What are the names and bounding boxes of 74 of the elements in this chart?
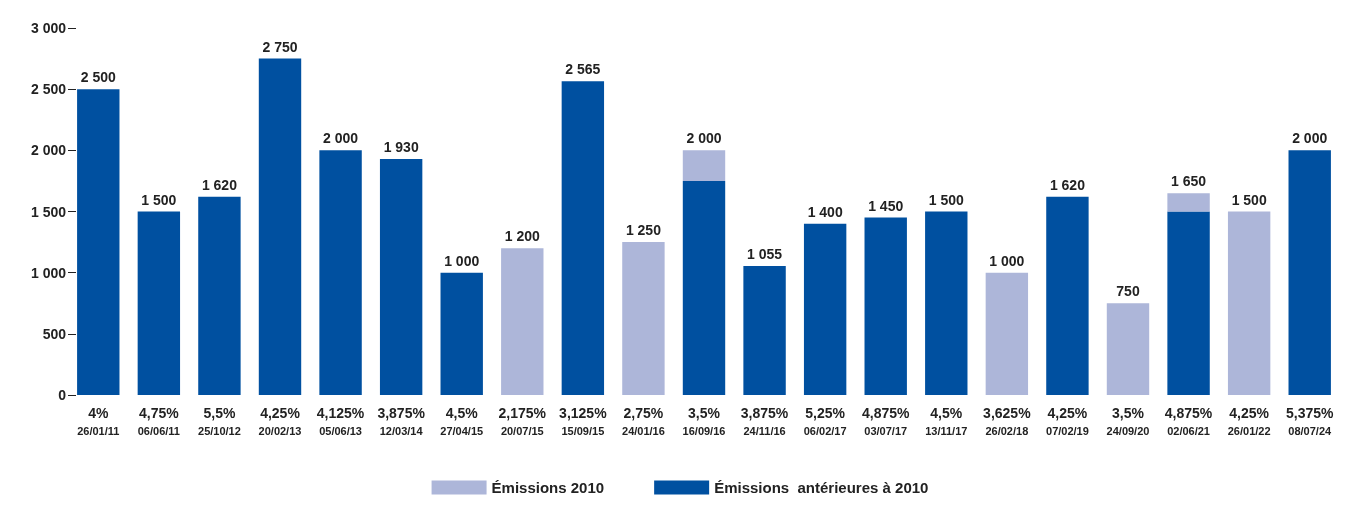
total-label: 2 000	[1292, 130, 1328, 147]
x-tick-label: 5,5% 25/10/12	[198, 405, 241, 437]
total-label: 1 400	[807, 203, 843, 220]
y-tick-label: 2 000	[30, 142, 67, 159]
x-tick-label: 3,125% 15/09/15	[559, 405, 608, 437]
bar	[925, 211, 968, 395]
y-tick-label: 0	[58, 387, 67, 403]
bar	[77, 89, 120, 395]
bar	[1227, 211, 1271, 395]
bar	[682, 180, 726, 395]
x-tick-label: 3,625% 26/02/18	[983, 405, 1032, 437]
total-label: 1 450	[868, 197, 904, 214]
total-label: 1 055	[747, 245, 783, 262]
bar	[501, 248, 544, 395]
bar	[198, 196, 241, 395]
x-tick-label: 5,375% 08/07/24	[1285, 405, 1335, 437]
x-tick-label: 4,25% 26/01/22	[1227, 405, 1271, 437]
x-tick-label: 4,75% 06/06/11	[137, 405, 180, 437]
bar	[258, 58, 302, 395]
x-tick-label: 3,5% 16/09/16	[682, 405, 726, 437]
y-tick-label: 3 000	[30, 20, 67, 36]
x-tick-label: 4,875% 02/06/21	[1164, 405, 1213, 437]
total-label: 1 620	[201, 176, 238, 193]
bar	[682, 150, 726, 181]
x-tick-label: 4,25% 20/02/13	[258, 405, 302, 437]
total-label: 2 565	[565, 61, 601, 78]
total-label: 1 930	[383, 138, 419, 155]
total-label: 1 500	[141, 191, 177, 208]
bar	[743, 265, 786, 395]
x-tick-label: 2,175% 20/07/15	[498, 405, 547, 437]
total-label: 1 250	[625, 222, 662, 239]
x-tick-label: 4,5% 27/04/15	[440, 405, 484, 437]
bar	[379, 158, 423, 395]
total-label: 1 000	[444, 252, 480, 269]
bar	[1046, 196, 1089, 395]
total-label: 1 000	[989, 252, 1025, 269]
x-tick-label: 3,5% 24/09/20	[1106, 405, 1150, 437]
total-label: 1 500	[1231, 191, 1267, 208]
bar	[1288, 150, 1331, 395]
y-tick-label: 1 500	[30, 203, 67, 220]
bar	[1106, 303, 1150, 395]
total-label: 750	[1116, 283, 1140, 300]
x-tick-label: 4,875% 03/07/17	[861, 405, 911, 437]
legend-label: Émissions antérieures à 2010	[714, 479, 929, 496]
total-label: 1 500	[928, 191, 965, 208]
x-tick-label: 2,75% 24/01/16	[622, 405, 665, 437]
x-tick-label: 4,5% 13/11/17	[925, 405, 968, 437]
total-label: 2 500	[80, 69, 117, 86]
bar	[561, 81, 605, 395]
bar	[440, 272, 483, 395]
total-label: 1 650	[1171, 173, 1207, 190]
total-label: 2 000	[686, 130, 722, 147]
bar	[622, 242, 665, 395]
total-label: 2 000	[323, 130, 359, 147]
legend-label: Émissions 2010	[491, 479, 605, 496]
bar	[319, 150, 362, 395]
bar	[137, 211, 181, 395]
x-tick-label: 3,875% 24/11/16	[740, 405, 789, 437]
x-tick-label: 4,25% 07/02/19	[1046, 405, 1089, 437]
total-label: 2 750	[262, 38, 298, 55]
total-label: 1 200	[504, 228, 541, 245]
y-tick-label: 1 000	[30, 264, 67, 281]
x-tick-label: 4,125% 05/06/13	[316, 405, 365, 437]
bar	[1167, 193, 1210, 212]
bar	[864, 217, 907, 395]
total-label: 1 620	[1049, 176, 1086, 193]
y-tick-label: 2 500	[30, 81, 67, 98]
bar	[1167, 211, 1210, 395]
bar	[803, 223, 847, 395]
x-tick-label: 4% 26/01/11	[77, 405, 120, 437]
x-tick-label: 3,875% 12/03/14	[377, 405, 426, 437]
y-tick-label: 500	[42, 325, 67, 342]
bar	[985, 272, 1029, 395]
x-tick-label: 5,25% 06/02/17	[803, 405, 847, 437]
